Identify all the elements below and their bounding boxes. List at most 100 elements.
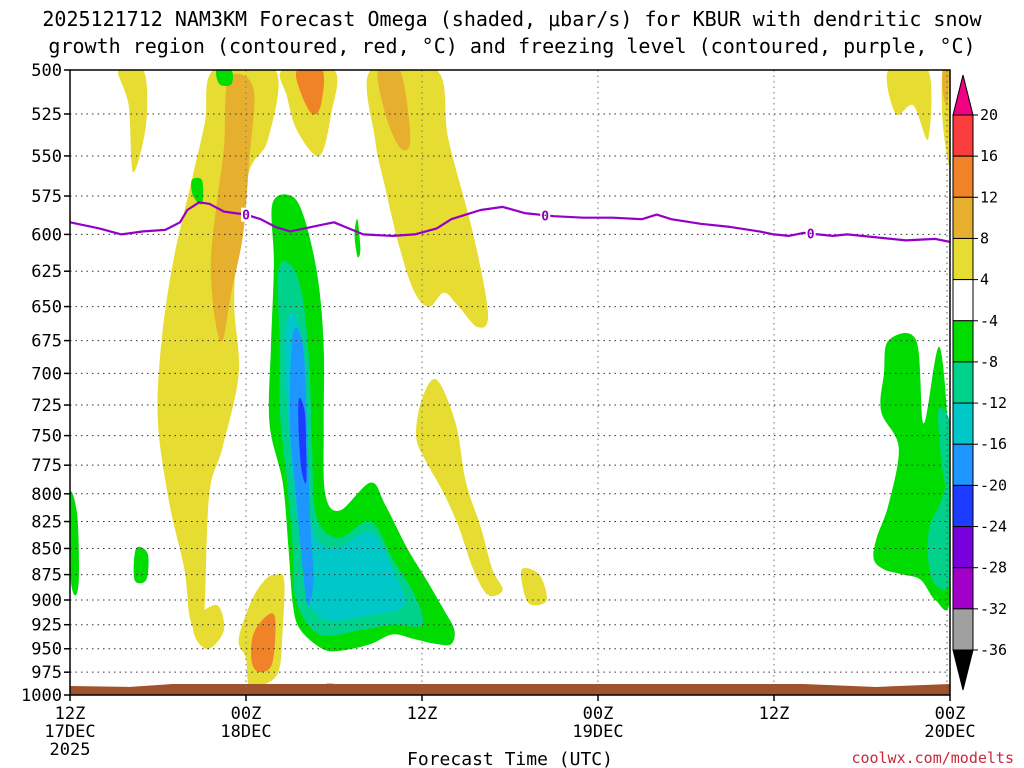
colorbar-box-1 [952, 155, 974, 198]
omega-region-7 [416, 379, 503, 597]
y-tick-label-1000: 1000 [21, 686, 62, 706]
freezing-level-layer: 0 0 0 [70, 201, 950, 243]
omega-region-17 [284, 311, 406, 621]
colorbar-box-9 [952, 484, 974, 528]
colorbar: 20 16 12 8 4 -4 -8 -12 -16 -20 -24 -28 -32 -36 [952, 74, 1007, 691]
freezing-level-label-0: 0 [242, 209, 250, 224]
colorbar-box-12 [952, 608, 974, 651]
omega-shading-layer [70, 70, 950, 695]
y-tick-label-725: 725 [31, 396, 62, 416]
x-tick-label-date-0: 17DEC [44, 722, 95, 742]
omega-region-24 [354, 218, 361, 258]
freezing-level-label-1: 0 [541, 209, 549, 224]
y-tick-label-700: 700 [31, 364, 62, 384]
chart-title-line1: 2025121712 NAM3KM Forecast Omega (shaded… [42, 7, 982, 31]
y-tick-label-600: 600 [31, 225, 62, 245]
colorbar-box-2 [952, 196, 974, 239]
y-axis: 500 525 550 575 600 625 650 675 700 725 750 775 800 8… [21, 61, 70, 706]
freezing-label-bg-1 [540, 208, 551, 223]
chart-title-line2: growth region (contoured, red, °C) and f… [48, 34, 975, 58]
y-tick-label-800: 800 [31, 485, 62, 505]
y-tick-label-525: 525 [31, 105, 62, 125]
x-tick-label-year-0: 2025 [50, 740, 91, 760]
y-tick-label-900: 900 [31, 591, 62, 611]
colorbar-label-2: -28 [980, 559, 1007, 577]
colorbar-label-6: -12 [980, 394, 1007, 412]
y-tick-label-925: 925 [31, 616, 62, 636]
colorbar-label-13: 20 [980, 106, 998, 124]
x-tick-label-date-1: 18DEC [220, 722, 271, 742]
omega-region-4 [295, 70, 324, 115]
omega-region-10 [251, 613, 276, 673]
omega-region-8 [520, 568, 547, 606]
grid-layer [70, 70, 950, 695]
omega-region-23 [215, 70, 233, 87]
omega-region-19 [298, 397, 307, 484]
y-tick-label-975: 975 [31, 663, 62, 683]
freezing-label-bg-2 [805, 226, 816, 241]
y-tick-label-775: 775 [31, 456, 62, 476]
omega-region-0 [118, 70, 148, 173]
plot-frame [69, 69, 951, 696]
y-tick-label-500: 500 [31, 61, 62, 81]
colorbar-label-1: -32 [980, 600, 1007, 618]
colorbar-label-12: 16 [980, 147, 998, 165]
y-tick-label-625: 625 [31, 262, 62, 282]
omega-region-2 [210, 73, 255, 342]
omega-region-14 [942, 70, 949, 107]
omega-region-21 [133, 546, 149, 584]
omega-region-27 [927, 479, 950, 590]
colorbar-label-5: -16 [980, 435, 1007, 453]
colorbar-label-4: -20 [980, 476, 1007, 494]
colorbar-label-7: -8 [980, 353, 998, 371]
colorbar-box-6 [952, 361, 974, 404]
x-tick-label-time-2: 12Z [407, 704, 438, 724]
y-tick-label-825: 825 [31, 513, 62, 533]
ground-layer [70, 683, 950, 695]
credit-link[interactable]: coolwx.com/modelts [851, 749, 1014, 767]
x-tick-label-time-1: 00Z [231, 704, 262, 724]
x-axis-title: Forecast Time (UTC) [407, 749, 613, 768]
colorbar-box-8 [952, 443, 974, 486]
y-tick-label-750: 750 [31, 427, 62, 447]
freezing-label-bg-0 [241, 207, 251, 222]
colorbar-label-0: -36 [980, 641, 1007, 659]
y-tick-label-575: 575 [31, 187, 62, 207]
colorbar-label-8: -4 [980, 312, 998, 330]
omega-region-12 [886, 70, 932, 140]
y-tick-label-950: 950 [31, 640, 62, 660]
freezing-level-label-2: 0 [807, 228, 815, 243]
y-tick-label-850: 850 [31, 539, 62, 559]
colorbar-box-11 [952, 567, 974, 610]
omega-region-22 [191, 177, 204, 205]
colorbar-box-7 [952, 402, 974, 445]
x-tick-label-date-3: 19DEC [572, 722, 623, 742]
x-tick-label-date-5: 20DEC [924, 722, 975, 742]
omega-region-11 [192, 604, 225, 649]
colorbar-box-10 [952, 526, 974, 569]
omega-region-28 [938, 407, 950, 496]
x-tick-label-time-3: 00Z [583, 704, 614, 724]
colorbar-label-10: 8 [980, 229, 989, 247]
colorbar-box-4 [952, 279, 974, 322]
freezing-level-line [70, 201, 950, 243]
colorbar-box-3 [952, 237, 974, 281]
colorbar-box-0 [952, 114, 974, 157]
x-tick-label-time-4: 12Z [759, 704, 790, 724]
colorbar-label-3: -24 [980, 518, 1007, 536]
y-tick-label-675: 675 [31, 332, 62, 352]
omega-region-6 [377, 70, 411, 151]
ground-fill [70, 683, 950, 695]
colorbar-label-9: 4 [980, 271, 989, 289]
y-tick-label-550: 550 [31, 147, 62, 167]
x-tick-label-time-0: 12Z [55, 704, 86, 724]
y-tick-label-875: 875 [31, 566, 62, 586]
y-tick-label-650: 650 [31, 298, 62, 318]
colorbar-box-5 [952, 320, 974, 363]
omega-region-1 [157, 70, 279, 640]
colorbar-label-11: 12 [980, 188, 998, 206]
omega-region-20 [70, 491, 79, 596]
